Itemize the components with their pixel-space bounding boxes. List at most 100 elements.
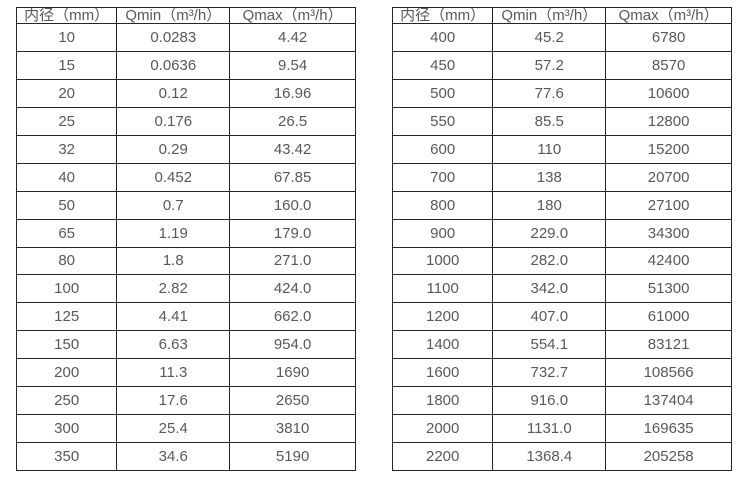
table-header-row: 内径（mm） Qmin（m³/h） Qmax（m³/h） bbox=[391, 7, 732, 24]
table-row: 1400 554.1 83121 bbox=[391, 330, 732, 360]
table-row: 25 0.176 26.5 bbox=[15, 106, 356, 136]
table-cell: 125 bbox=[15, 302, 118, 332]
table-body: 10 0.0283 4.42 15 0.0636 9.54 20 0.12 16.96 25 0.1… bbox=[15, 23, 356, 471]
table-cell: 0.176 bbox=[116, 106, 231, 136]
table-row: 65 1.19 179.0 bbox=[15, 218, 356, 248]
table-cell: 700 bbox=[391, 162, 494, 192]
table-cell: 137404 bbox=[605, 386, 732, 416]
table-row: 15 0.0636 9.54 bbox=[15, 50, 356, 80]
table-row: 10 0.0283 4.42 bbox=[15, 23, 356, 52]
table-cell: 900 bbox=[391, 218, 494, 248]
table-cell: 2.82 bbox=[116, 274, 231, 304]
table-cell: 1368.4 bbox=[492, 442, 607, 471]
table-cell: 400 bbox=[391, 23, 494, 52]
table-cell: 34300 bbox=[605, 218, 732, 248]
table-cell: 6.63 bbox=[116, 330, 231, 360]
table-cell: 2650 bbox=[229, 386, 356, 416]
table-cell: 350 bbox=[15, 442, 118, 471]
column-header-qmin: Qmin（m³/h） bbox=[492, 7, 607, 24]
table-cell: 800 bbox=[391, 190, 494, 220]
table-cell: 45.2 bbox=[492, 23, 607, 52]
table-cell: 4.42 bbox=[229, 23, 356, 52]
table-cell: 1690 bbox=[229, 358, 356, 388]
table-header-row: 内径（mm） Qmin（m³/h） Qmax（m³/h） bbox=[15, 7, 356, 24]
table-cell: 8570 bbox=[605, 50, 732, 80]
table-cell: 1100 bbox=[391, 274, 494, 304]
table-cell: 600 bbox=[391, 134, 494, 164]
table-row: 20 0.12 16.96 bbox=[15, 78, 356, 108]
table-row: 125 4.41 662.0 bbox=[15, 302, 356, 332]
table-cell: 271.0 bbox=[229, 246, 356, 276]
table-header: 内径（mm） Qmin（m³/h） Qmax（m³/h） bbox=[391, 7, 732, 24]
table-cell: 51300 bbox=[605, 274, 732, 304]
table-cell: 20700 bbox=[605, 162, 732, 192]
table-cell: 32 bbox=[15, 134, 118, 164]
table-cell: 11.3 bbox=[116, 358, 231, 388]
table-row: 800 180 27100 bbox=[391, 190, 732, 220]
table-cell: 27100 bbox=[605, 190, 732, 220]
table-cell: 1200 bbox=[391, 302, 494, 332]
table-cell: 26.5 bbox=[229, 106, 356, 136]
table-cell: 85.5 bbox=[492, 106, 607, 136]
table-cell: 916.0 bbox=[492, 386, 607, 416]
table-cell: 282.0 bbox=[492, 246, 607, 276]
table-cell: 5190 bbox=[229, 442, 356, 471]
table-row: 32 0.29 43.42 bbox=[15, 134, 356, 164]
table-cell: 77.6 bbox=[492, 78, 607, 108]
table-cell: 342.0 bbox=[492, 274, 607, 304]
table-cell: 10600 bbox=[605, 78, 732, 108]
table-cell: 0.452 bbox=[116, 162, 231, 192]
table-cell: 424.0 bbox=[229, 274, 356, 304]
table-cell: 160.0 bbox=[229, 190, 356, 220]
table-cell: 200 bbox=[15, 358, 118, 388]
table-cell: 954.0 bbox=[229, 330, 356, 360]
table-cell: 80 bbox=[15, 246, 118, 276]
table-row: 600 110 15200 bbox=[391, 134, 732, 164]
table-cell: 1.19 bbox=[116, 218, 231, 248]
table-cell: 1400 bbox=[391, 330, 494, 360]
table-row: 2000 1131.0 169635 bbox=[391, 414, 732, 444]
table-row: 1000 282.0 42400 bbox=[391, 246, 732, 276]
table-row: 150 6.63 954.0 bbox=[15, 330, 356, 360]
table-cell: 15 bbox=[15, 50, 118, 80]
table-cell: 61000 bbox=[605, 302, 732, 332]
table-cell: 67.85 bbox=[229, 162, 356, 192]
table-cell: 12800 bbox=[605, 106, 732, 136]
table-row: 1100 342.0 51300 bbox=[391, 274, 732, 304]
table-row: 200 11.3 1690 bbox=[15, 358, 356, 388]
table-cell: 0.7 bbox=[116, 190, 231, 220]
table-cell: 179.0 bbox=[229, 218, 356, 248]
table-cell: 57.2 bbox=[492, 50, 607, 80]
table-row: 900 229.0 34300 bbox=[391, 218, 732, 248]
table-cell: 550 bbox=[391, 106, 494, 136]
table-cell: 205258 bbox=[605, 442, 732, 471]
table-cell: 2200 bbox=[391, 442, 494, 471]
table-cell: 300 bbox=[15, 414, 118, 444]
table-cell: 10 bbox=[15, 23, 118, 52]
table-row: 400 45.2 6780 bbox=[391, 23, 732, 52]
table-cell: 34.6 bbox=[116, 442, 231, 471]
table-cell: 9.54 bbox=[229, 50, 356, 80]
table-cell: 0.29 bbox=[116, 134, 231, 164]
table-cell: 250 bbox=[15, 386, 118, 416]
table-cell: 25 bbox=[15, 106, 118, 136]
table-cell: 16.96 bbox=[229, 78, 356, 108]
table-cell: 3810 bbox=[229, 414, 356, 444]
column-header-qmax: Qmax（m³/h） bbox=[605, 7, 732, 24]
table-cell: 25.4 bbox=[116, 414, 231, 444]
table-row: 80 1.8 271.0 bbox=[15, 246, 356, 276]
table-cell: 732.7 bbox=[492, 358, 607, 388]
table-cell: 1800 bbox=[391, 386, 494, 416]
table-cell: 4.41 bbox=[116, 302, 231, 332]
column-header-qmax: Qmax（m³/h） bbox=[229, 7, 356, 24]
table-row: 40 0.452 67.85 bbox=[15, 162, 356, 192]
table-cell: 108566 bbox=[605, 358, 732, 388]
table-row: 350 34.6 5190 bbox=[15, 442, 356, 471]
table-cell: 500 bbox=[391, 78, 494, 108]
table-cell: 2000 bbox=[391, 414, 494, 444]
table-cell: 229.0 bbox=[492, 218, 607, 248]
table-cell: 1.8 bbox=[116, 246, 231, 276]
table-cell: 407.0 bbox=[492, 302, 607, 332]
table-cell: 0.12 bbox=[116, 78, 231, 108]
